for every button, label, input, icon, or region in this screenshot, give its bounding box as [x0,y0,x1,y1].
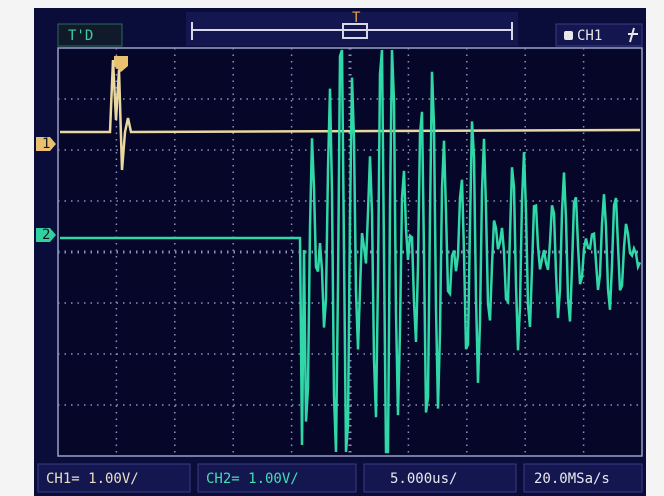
lock-icon [564,31,573,40]
trigger-edge-icon [628,27,638,43]
time-base-box [363,463,517,493]
time-ruler [186,12,518,46]
ch1-marker-label: 1 [42,136,50,152]
ch1-scale: CH1= 1.00V/ [46,471,139,487]
ch2-scale-box [197,463,357,493]
trigger-marker [114,56,128,72]
ch2-marker-label: 2 [42,227,50,243]
channel-box [555,23,643,47]
mode-label: T'D [68,28,93,44]
ch1-waveform [60,59,641,171]
ch1-scale-box [37,463,191,493]
ch2-scale: CH2= 1.00V/ [206,471,299,487]
ch1-marker [36,137,56,151]
ch2-waveform [60,49,642,454]
trigger-position-marker: T [352,10,361,26]
sample-rate-box [523,463,643,493]
trigger-channel: CH1 [577,28,602,44]
ch2-marker [36,228,56,242]
sample-rate: 20.0MSa/s [534,471,610,487]
mode-box [57,23,123,47]
time-base: 5.000us/ [390,471,457,487]
